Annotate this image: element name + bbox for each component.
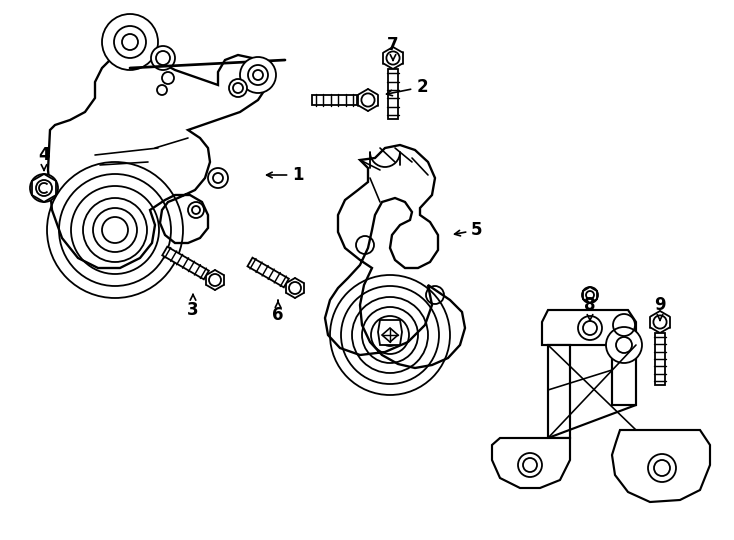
Text: 4: 4 [38, 146, 50, 170]
Text: 1: 1 [266, 166, 304, 184]
Polygon shape [492, 438, 570, 488]
Circle shape [518, 453, 542, 477]
Polygon shape [542, 310, 636, 345]
Text: 7: 7 [388, 36, 399, 60]
Polygon shape [655, 333, 665, 385]
Polygon shape [378, 320, 402, 345]
Text: 2: 2 [387, 78, 428, 96]
Polygon shape [612, 430, 710, 502]
Text: 8: 8 [584, 296, 596, 320]
Text: 3: 3 [187, 294, 199, 319]
Polygon shape [247, 258, 289, 287]
Text: 6: 6 [272, 300, 284, 324]
Polygon shape [48, 52, 268, 268]
Circle shape [648, 454, 676, 482]
Circle shape [578, 316, 602, 340]
Polygon shape [612, 345, 636, 405]
Circle shape [582, 287, 598, 303]
Circle shape [240, 57, 276, 93]
Text: 5: 5 [454, 221, 483, 239]
Polygon shape [382, 328, 398, 342]
Polygon shape [162, 247, 209, 279]
Polygon shape [325, 145, 465, 368]
Circle shape [30, 174, 58, 202]
Polygon shape [388, 69, 398, 119]
Circle shape [606, 327, 642, 363]
Circle shape [229, 79, 247, 97]
Polygon shape [312, 95, 357, 105]
Circle shape [151, 46, 175, 70]
Text: 9: 9 [654, 296, 666, 320]
Polygon shape [548, 345, 570, 438]
Circle shape [102, 14, 158, 70]
